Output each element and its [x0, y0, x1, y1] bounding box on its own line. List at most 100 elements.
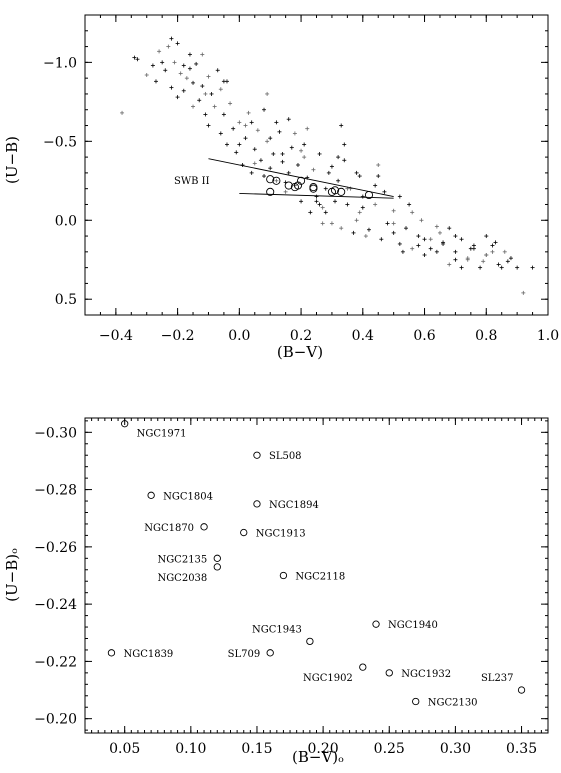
bottom-cluster-points: NGC1971 SL508 NGC1804 NGC1894 NGC1870 NGC1913…	[107, 420, 526, 709]
cluster-point-label: NGC1913	[256, 529, 306, 540]
field-star-point	[246, 110, 251, 115]
field-star-point	[163, 68, 168, 73]
field-star-point	[203, 91, 208, 96]
field-star-point	[169, 85, 174, 90]
field-star-point	[197, 98, 202, 103]
field-star-point	[391, 208, 396, 213]
field-star-point	[419, 218, 424, 223]
cluster-circle	[266, 187, 275, 196]
field-star-point	[249, 120, 254, 125]
field-star-point	[428, 237, 433, 242]
field-star-point	[422, 237, 427, 242]
cluster-circle	[337, 187, 346, 196]
field-star-point	[447, 226, 452, 231]
field-star-point	[132, 55, 137, 60]
cluster-point-label: SL508	[269, 451, 302, 462]
field-star-point	[243, 136, 248, 141]
field-star-point	[373, 202, 378, 207]
bottom-x-tick-label: 0.15	[241, 741, 272, 757]
cluster-circle	[284, 181, 293, 190]
field-star-point	[184, 76, 189, 81]
field-star-point	[385, 221, 390, 226]
bottom-ticks: 0.05 0.10 0.15 0.20 0.25 0.30 0.35 −0.30 −0.28 −0…	[34, 418, 549, 757]
field-star-point	[357, 210, 362, 215]
field-star-point	[502, 249, 507, 254]
field-star-point	[339, 226, 344, 231]
cluster-point	[517, 686, 526, 694]
field-star-point	[277, 129, 282, 134]
field-star-point	[447, 262, 452, 267]
field-star-point	[496, 262, 501, 267]
cluster-point-label: NGC1943	[252, 624, 302, 635]
field-star-point	[292, 131, 297, 136]
field-star-point	[286, 170, 291, 175]
top-x-axis-label: (B−V)	[277, 343, 323, 361]
field-star-point	[339, 123, 344, 128]
field-star-point	[397, 241, 402, 246]
cluster-circle	[330, 186, 340, 195]
field-star-point	[459, 237, 464, 242]
field-star-point	[191, 104, 196, 109]
field-star-point	[144, 73, 149, 77]
field-star-point	[172, 60, 177, 65]
bottom-x-axis-label: (B−V)ₒ	[292, 748, 344, 766]
top-x-tick-label: 0.6	[413, 328, 435, 344]
field-star-point	[187, 52, 192, 57]
bottom-x-tick-label: 0.05	[109, 741, 140, 757]
bottom-y-tick-label: −0.28	[34, 483, 77, 499]
top-x-tick-label: −0.4	[99, 328, 133, 344]
field-star-point	[382, 189, 387, 194]
cluster-circle	[364, 190, 374, 200]
field-star-point	[203, 112, 208, 117]
bottom-x-tick-label: 0.25	[374, 741, 405, 757]
field-star-point	[268, 136, 273, 141]
cluster-point	[200, 523, 208, 531]
field-star-point	[391, 230, 396, 235]
cluster-point	[253, 451, 261, 459]
field-star-point	[157, 49, 162, 54]
cluster-point-label: NGC1940	[388, 620, 438, 631]
bottom-x-tick-label: 0.30	[440, 741, 471, 757]
cluster-point	[385, 669, 393, 677]
field-star-point	[428, 246, 433, 251]
cluster-point-label: NGC1971	[137, 429, 187, 440]
cluster-point	[306, 637, 314, 646]
top-plot-frame	[84, 14, 549, 316]
field-star-point	[200, 52, 205, 57]
field-star-point	[333, 199, 338, 204]
cluster-circle	[309, 183, 318, 192]
cluster-point-label: NGC1902	[303, 673, 353, 684]
field-star-point	[289, 145, 294, 150]
field-star-point	[363, 234, 368, 239]
field-star-point	[505, 259, 510, 264]
field-star-point	[493, 240, 498, 245]
field-star-point	[490, 243, 495, 248]
field-star-point	[323, 186, 328, 191]
field-star-point	[299, 148, 304, 153]
field-star-point	[271, 151, 276, 156]
top-y-tick-label: −1.0	[43, 55, 77, 71]
field-star-point	[314, 194, 319, 199]
field-star-point	[499, 265, 504, 270]
field-star-point	[453, 249, 458, 254]
top-box-lines	[208, 158, 394, 199]
field-star-point	[484, 234, 489, 239]
field-star-point	[221, 112, 226, 117]
bottom-x-tick-label: 0.35	[506, 741, 537, 757]
cluster-point	[372, 620, 380, 628]
swb-box-line	[239, 192, 394, 199]
field-star-point	[521, 290, 526, 295]
cluster-point	[107, 649, 116, 657]
cluster-point	[279, 571, 288, 580]
field-star-point	[379, 237, 384, 242]
cluster-point	[213, 563, 221, 571]
field-star-point	[422, 253, 427, 257]
field-star-point	[360, 205, 365, 210]
swb-annotation: SWB II	[174, 176, 210, 187]
field-star-point	[206, 123, 211, 128]
field-star-point	[187, 66, 192, 71]
field-star-point	[262, 174, 267, 179]
field-star-point	[302, 155, 307, 160]
cluster-point	[266, 649, 274, 657]
field-star-point	[224, 79, 229, 84]
